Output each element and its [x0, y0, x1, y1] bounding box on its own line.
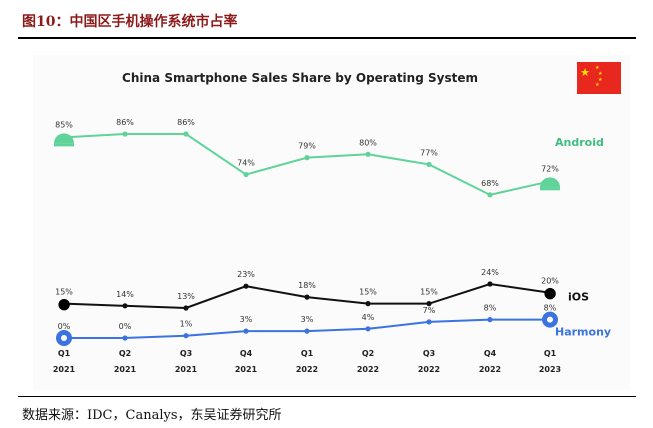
- harmony-value-label: 1%: [180, 320, 193, 329]
- android-value-label: 79%: [298, 142, 316, 151]
- chart-title: China Smartphone Sales Share by Operatin…: [122, 71, 478, 85]
- android-value-label: 74%: [237, 159, 255, 168]
- harmony-point: [243, 328, 249, 334]
- harmony-point: [122, 335, 128, 341]
- x-tick-year: 2021: [114, 365, 137, 374]
- ios-value-label: 20%: [541, 277, 559, 286]
- android-series-label: Android: [555, 136, 604, 149]
- x-tick-year: 2022: [418, 365, 440, 374]
- android-value-label: 85%: [55, 120, 73, 129]
- ios-value-label: 15%: [420, 288, 438, 297]
- x-tick-quarter: Q1: [544, 349, 557, 358]
- bottom-divider: [18, 396, 636, 397]
- ios-point: [365, 301, 371, 307]
- ios-value-label: 18%: [298, 281, 316, 290]
- x-tick-quarter: Q4: [484, 349, 497, 358]
- flag-star-small: ★: [595, 65, 600, 71]
- figure-label: 图10：中国区手机操作系统市占率: [22, 14, 238, 30]
- android-icon-base: [54, 143, 74, 147]
- android-point: [243, 171, 249, 178]
- x-tick-year: 2021: [175, 365, 198, 374]
- apple-icon: ●: [57, 295, 70, 313]
- ios-point: [243, 283, 249, 289]
- android-point: [426, 161, 432, 168]
- android-value-label: 80%: [359, 138, 377, 147]
- ios-value-label: 14%: [116, 290, 134, 299]
- ios-point: [487, 281, 493, 287]
- x-tick-quarter: Q3: [180, 349, 192, 358]
- android-value-label: 72%: [541, 164, 559, 173]
- android-value-label: 86%: [177, 118, 195, 127]
- x-tick-year: 2021: [235, 365, 258, 374]
- harmony-value-label: 8%: [484, 304, 497, 313]
- x-tick-quarter: Q4: [240, 349, 253, 358]
- x-tick-year: 2023: [539, 365, 561, 374]
- android-icon: [54, 133, 74, 144]
- ios-point: [304, 294, 310, 300]
- chart-panel: [33, 55, 630, 390]
- android-value-label: 86%: [116, 118, 134, 127]
- harmony-series-label: Harmony: [555, 326, 611, 339]
- flag-star-small: ★: [598, 71, 603, 77]
- harmony-icon-center: [61, 335, 67, 341]
- ios-series-label: iOS: [568, 291, 589, 304]
- ios-value-label: 23%: [237, 270, 255, 279]
- x-tick-quarter: Q2: [362, 349, 374, 358]
- harmony-value-label: 4%: [362, 313, 375, 322]
- android-point: [487, 192, 493, 198]
- harmony-point: [183, 333, 189, 339]
- x-tick-year: 2022: [479, 365, 501, 374]
- android-icon-base: [540, 187, 560, 191]
- x-tick-year: 2022: [357, 365, 379, 374]
- source-note: 数据来源：IDC，Canalys，东吴证券研究所: [22, 408, 282, 423]
- harmony-value-label: 3%: [240, 315, 253, 324]
- ios-value-label: 15%: [55, 288, 73, 297]
- top-divider: [18, 37, 636, 39]
- android-point: [183, 131, 189, 137]
- ios-point: [122, 303, 128, 309]
- x-tick-year: 2022: [296, 365, 318, 374]
- harmony-icon-center: [547, 316, 553, 323]
- flag-star-small: ★: [598, 77, 603, 83]
- flag-star-small: ★: [595, 82, 600, 88]
- harmony-point: [365, 326, 371, 332]
- harmony-value-label: 0%: [58, 322, 71, 331]
- harmony-value-label: 3%: [301, 315, 314, 324]
- x-tick-quarter: Q1: [301, 349, 314, 358]
- x-tick-quarter: Q1: [58, 349, 71, 358]
- harmony-value-label: 0%: [119, 322, 132, 331]
- x-tick-year: 2021: [53, 365, 76, 374]
- harmony-value-label: 7%: [423, 306, 436, 315]
- flag-star-big: ★: [580, 66, 590, 79]
- ios-value-label: 15%: [359, 288, 377, 297]
- harmony-point: [426, 319, 432, 325]
- android-value-label: 77%: [420, 148, 438, 157]
- android-point: [122, 131, 128, 137]
- ios-value-label: 24%: [481, 268, 499, 277]
- ios-value-label: 13%: [177, 292, 195, 301]
- ios-point: [426, 301, 432, 307]
- x-tick-quarter: Q3: [423, 349, 435, 358]
- android-point: [304, 155, 310, 161]
- android-point: [365, 151, 371, 157]
- harmony-value-label: 8%: [544, 304, 557, 313]
- android-value-label: 68%: [481, 179, 499, 188]
- ios-point: [183, 305, 189, 311]
- android-icon: [540, 177, 560, 188]
- x-tick-quarter: Q2: [119, 349, 131, 358]
- harmony-point: [304, 328, 310, 334]
- apple-icon: ●: [543, 284, 556, 302]
- harmony-point: [487, 317, 493, 323]
- china-flag-icon: [577, 62, 621, 94]
